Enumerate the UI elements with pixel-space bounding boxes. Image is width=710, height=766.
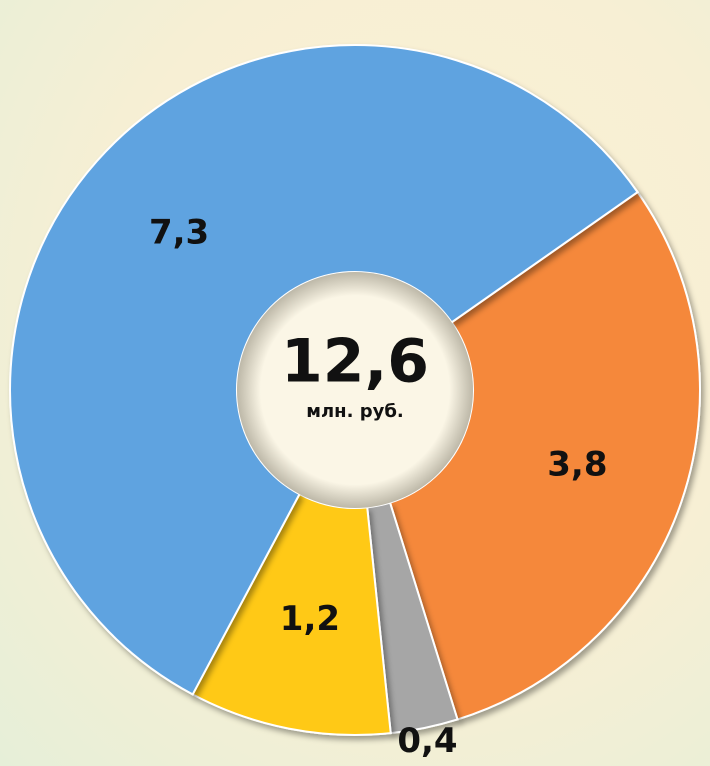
data-label: 1,2 [280,599,340,639]
data-label: 3,8 [547,444,607,484]
data-label: 0,4 [397,721,457,761]
center-unit: млн. руб. [306,401,403,422]
slices [9,44,701,736]
center-value: 12,6 [281,327,429,397]
donut-hole [237,272,473,508]
data-label: 7,3 [149,213,209,253]
